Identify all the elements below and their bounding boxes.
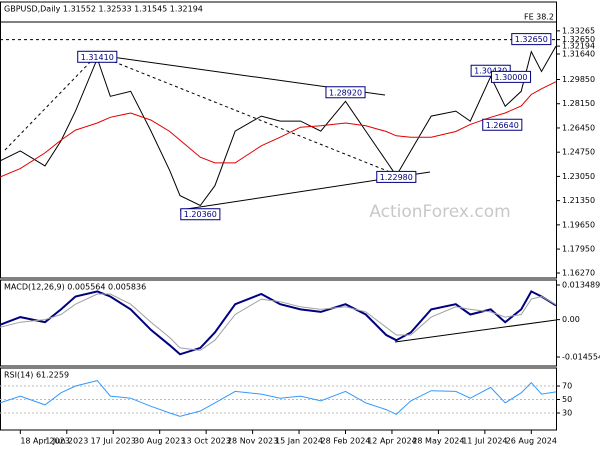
y-tick-label: 1.17950 <box>562 245 595 254</box>
trend-line <box>4 54 98 151</box>
x-tick-label: 28 Feb 2024 <box>321 437 371 446</box>
annotation-label: 1.30000 <box>494 73 527 82</box>
series-line <box>0 293 557 351</box>
x-tick-label: 12 Apr 2024 <box>367 437 416 446</box>
x-tick-label: 28 May 2024 <box>412 437 464 446</box>
fe-label: FE 38.2 <box>524 13 554 22</box>
y-tick-label: 1.28150 <box>562 99 595 108</box>
y-tick-label: 0.00 <box>562 315 580 324</box>
annotation-label: 1.31410 <box>81 53 114 62</box>
series-line <box>0 45 557 207</box>
y-tick-label: 1.32194 <box>562 42 595 51</box>
series-line <box>0 81 557 178</box>
y-tick-label: 50 <box>562 395 572 404</box>
annotation-label: 1.22980 <box>380 173 413 182</box>
y-tick-label: 1.16270 <box>562 269 595 278</box>
y-tick-label: 0.013489 <box>562 281 600 290</box>
y-tick-label: 1.29850 <box>562 75 595 84</box>
x-tick-label: 13 Oct 2023 <box>181 437 230 446</box>
panel-title: RSI(14) 61.2259 <box>4 371 69 380</box>
panel-title: GBPUSD,Daily 1.31552 1.32533 1.31545 1.3… <box>4 5 203 14</box>
y-tick-label: 1.19650 <box>562 220 595 229</box>
y-tick-label: 1.31640 <box>562 50 595 59</box>
y-tick-label: -0.014554 <box>562 352 600 361</box>
annotation-label: 1.28920 <box>329 88 362 97</box>
x-tick-label: 1 Jun 2023 <box>45 437 88 446</box>
y-tick-label: 1.26450 <box>562 123 595 132</box>
series-line <box>0 290 557 356</box>
annotation-box <box>482 118 523 131</box>
x-tick-label: 26 Aug 2024 <box>506 437 557 446</box>
x-tick-label: 11 Jul 2024 <box>462 437 507 446</box>
x-tick-label: 30 Aug 2023 <box>134 437 185 446</box>
series-line <box>0 380 557 417</box>
annotation-box <box>376 170 417 183</box>
y-tick-label: 1.21350 <box>562 196 595 205</box>
panel-frame <box>0 1 557 279</box>
y-tick-label: 30 <box>562 408 572 417</box>
x-tick-label: 28 Nov 2023 <box>227 437 278 446</box>
panel-frame <box>0 279 557 367</box>
trend-line <box>96 54 391 173</box>
annotation-label: 1.26640 <box>486 121 519 130</box>
annotation-box <box>77 50 118 63</box>
annotation-box <box>470 64 511 77</box>
x-tick-label: 18 Apr 2023 <box>20 437 69 446</box>
trend-line <box>394 319 557 343</box>
y-tick-label: 70 <box>562 382 572 391</box>
y-tick-label: 1.33265 <box>562 26 595 35</box>
x-tick-label: 15 Jan 2024 <box>275 437 323 446</box>
y-tick-label: 1.32650 <box>562 35 595 44</box>
annotation-label: 1.32650 <box>515 35 548 44</box>
watermark: ActionForex.com <box>369 202 510 222</box>
y-tick-label: 1.23050 <box>562 172 595 181</box>
annotation-box <box>180 208 221 221</box>
y-tick-label: 1.24750 <box>562 148 595 157</box>
annotation-box <box>490 70 532 83</box>
x-tick-label: 17 Jul 2023 <box>91 437 136 446</box>
annotation-label: 1.20360 <box>184 210 217 219</box>
panel-frame <box>0 367 557 431</box>
annotation-box <box>511 33 552 46</box>
annotation-label: 1.30430 <box>474 67 507 76</box>
panel-title: MACD(12,26,9) 0.005564 0.005836 <box>4 283 146 292</box>
annotation-box <box>325 86 366 99</box>
